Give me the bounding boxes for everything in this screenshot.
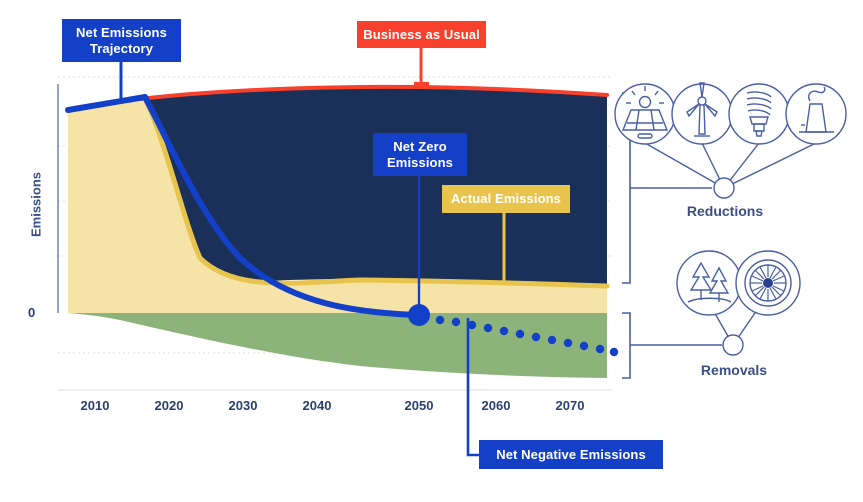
callout-business-as-usual-text: Business as Usual xyxy=(363,26,480,42)
x-tick-2070: 2070 xyxy=(555,398,585,413)
y-axis-title: Emissions xyxy=(28,171,44,238)
removals-area xyxy=(68,313,607,378)
spoke-solar xyxy=(644,142,725,189)
factory-smokestack-icon xyxy=(785,83,847,145)
x-tick-2040: 2040 xyxy=(302,398,332,413)
callout-net-emissions-trajectory-text: Net Emissions Trajectory xyxy=(76,25,167,56)
removals-group-label: Removals xyxy=(700,362,768,378)
solar-panel-icon xyxy=(614,83,676,145)
y-axis-zero-label: 0 xyxy=(28,305,36,320)
reductions-hub-node xyxy=(713,177,735,199)
callout-net-emissions-trajectory[interactable]: Net Emissions Trajectory xyxy=(62,19,181,62)
x-tick-2060: 2060 xyxy=(481,398,511,413)
reductions-group-label: Reductions xyxy=(686,203,764,219)
callout-net-zero-emissions[interactable]: Net Zero Emissions xyxy=(373,133,467,176)
net-zero-node xyxy=(408,304,430,326)
direct-air-capture-turbine-icon xyxy=(735,250,801,316)
x-tick-2020: 2020 xyxy=(154,398,184,413)
net-negative-emissions-dotted-line xyxy=(435,315,619,357)
callout-business-as-usual[interactable]: Business as Usual xyxy=(357,21,486,48)
reductions-area xyxy=(141,86,607,289)
callout-net-negative-emissions-text: Net Negative Emissions xyxy=(496,446,646,462)
x-tick-2050: 2050 xyxy=(404,398,434,413)
business-as-usual-line xyxy=(138,84,609,101)
reductions-cluster xyxy=(614,82,847,199)
callout-net-zero-emissions-text: Net Zero Emissions xyxy=(387,139,453,170)
spoke-factory xyxy=(723,142,817,189)
light-bulb-icon xyxy=(728,83,790,145)
forest-trees-icon xyxy=(676,250,742,316)
callout-actual-emissions[interactable]: Actual Emissions xyxy=(442,185,570,213)
x-tick-2010: 2010 xyxy=(80,398,110,413)
x-tick-2030: 2030 xyxy=(228,398,258,413)
wind-turbine-icon xyxy=(671,82,733,145)
bracket-removals xyxy=(622,312,631,379)
callout-actual-emissions-text: Actual Emissions xyxy=(451,191,561,207)
removals-cluster xyxy=(676,250,801,356)
callout-net-negative-emissions[interactable]: Net Negative Emissions xyxy=(479,440,663,469)
connector-net-negative xyxy=(466,318,479,457)
removals-hub-node xyxy=(722,334,744,356)
connector-business-as-usual-foot xyxy=(414,82,429,88)
net-emissions-trajectory-line xyxy=(65,94,422,318)
actual-emissions-edge xyxy=(143,97,610,289)
